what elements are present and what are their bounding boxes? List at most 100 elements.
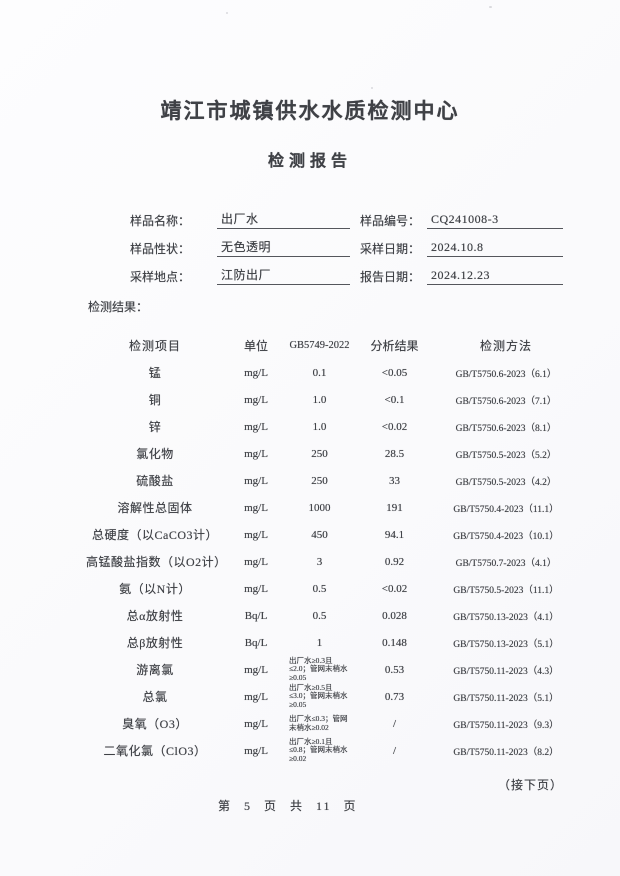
sampling-date-label: 采样日期： xyxy=(360,242,421,256)
sample-state-label: 样品性状： xyxy=(130,242,191,256)
analysis-result: <0.05 xyxy=(381,366,408,379)
sample-name-value: 出厂水 xyxy=(217,210,350,229)
table-row: 锰 mg/L 0.1 <0.05 GB/T5750.6-2023（6.1） xyxy=(85,359,575,386)
method: GB/T5750.6-2023（8.1） xyxy=(455,423,557,434)
analysis-result: 33 xyxy=(389,474,400,487)
sampling-site-label: 采样地点： xyxy=(130,270,191,284)
standard-limit: 1000 xyxy=(308,501,331,514)
unit: mg/L xyxy=(244,555,268,568)
table-row: 高锰酸盐指数（以O2计） mg/L 3 0.92 GB/T5750.7-2023（4.1… xyxy=(85,548,575,575)
analysis-result: 0.92 xyxy=(384,555,405,568)
standard-limit: 出厂水≤0.3；管网末梢水≥0.02 xyxy=(289,714,348,732)
table-row: 锌 mg/L 1.0 <0.02 GB/T5750.6-2023（8.1） xyxy=(85,413,575,440)
item-name: 溶解性总固体 xyxy=(117,501,193,515)
table-row: 总氯 mg/L 出厂水≥0.5且≤3.0；管网末梢水≥0.05 0.73 GB/T575… xyxy=(85,683,575,710)
method: GB/T5750.6-2023（6.1） xyxy=(455,369,557,380)
results-table-body: 锰 mg/L 0.1 <0.05 GB/T5750.6-2023（6.1） 铜 mg/L 1.… xyxy=(85,359,575,764)
analysis-result: 94.1 xyxy=(384,528,405,541)
unit: Bq/L xyxy=(244,636,268,649)
standard-limit: 0.5 xyxy=(312,609,327,622)
info-row: 样品名称： 出厂水 样品编号： CQ241008-3 xyxy=(130,201,564,229)
unit: mg/L xyxy=(244,393,268,406)
item-name: 氨（以N计） xyxy=(119,582,191,596)
method: GB/T5750.6-2023（7.1） xyxy=(455,396,557,407)
standard-limit: 0.5 xyxy=(312,582,327,595)
results-table: 检测项目 单位 GB5749-2022 分析结果 检测方法 锰 mg/L 0.1 <0… xyxy=(85,331,575,764)
analysis-result: 0.028 xyxy=(382,609,407,622)
scan-speckle xyxy=(226,12,228,14)
item-name: 总α放射性 xyxy=(126,609,184,623)
table-row: 总α放射性 Bq/L 0.5 0.028 GB/T5750.13-2023（4.1） xyxy=(85,602,575,629)
table-row: 硫酸盐 mg/L 250 33 GB/T5750.5-2023（4.2） xyxy=(85,467,575,494)
analysis-result: 0.148 xyxy=(382,636,407,649)
header-standard: GB5749-2022 xyxy=(289,339,350,351)
method: GB/T5750.7-2023（4.1） xyxy=(455,558,557,569)
item-name: 二氧化氯（ClO3） xyxy=(103,744,207,758)
scan-speckle xyxy=(489,6,492,8)
standard-limit: 出厂水≥0.5且≤3.0；管网末梢水≥0.05 xyxy=(289,682,348,709)
standard-limit: 出厂水≥0.1且≤0.8；管网末梢水≥0.02 xyxy=(289,736,348,763)
standard-limit: 250 xyxy=(311,474,328,487)
report-date-label: 报告日期： xyxy=(360,270,421,284)
report-date-value: 2024.12.23 xyxy=(427,268,563,285)
unit: mg/L xyxy=(244,744,268,757)
analysis-result: <0.02 xyxy=(381,420,408,433)
item-name: 总硬度（以CaCO3计） xyxy=(91,528,218,542)
unit: mg/L xyxy=(244,582,268,595)
info-row: 采样地点： 江防出厂 报告日期： 2024.12.23 xyxy=(130,257,564,285)
report-title: 靖江市城镇供水水质检测中心 xyxy=(160,99,460,123)
sampling-date-value: 2024.10.8 xyxy=(427,240,563,257)
unit: mg/L xyxy=(244,528,268,541)
table-row: 总β放射性 Bq/L 1 0.148 GB/T5750.13-2023（5.1） xyxy=(85,629,575,656)
item-name: 氯化物 xyxy=(136,447,174,461)
item-name: 锰 xyxy=(148,366,162,380)
header-result: 分析结果 xyxy=(370,338,419,353)
scan-speckle xyxy=(371,87,373,89)
table-row: 铜 mg/L 1.0 <0.1 GB/T5750.6-2023（7.1） xyxy=(85,386,575,413)
table-row: 总硬度（以CaCO3计） mg/L 450 94.1 GB/T5750.4-2023（1… xyxy=(85,521,575,548)
method: GB/T5750.11-2023（5.1） xyxy=(453,693,559,704)
info-row: 样品性状： 无色透明 采样日期： 2024.10.8 xyxy=(130,229,564,257)
analysis-result: / xyxy=(392,717,397,730)
analysis-result: 28.5 xyxy=(384,447,405,460)
sample-no-value: CQ241008-3 xyxy=(427,212,563,229)
method: GB/T5750.11-2023（9.3） xyxy=(453,720,559,731)
item-name: 总氯 xyxy=(142,690,168,704)
unit: mg/L xyxy=(244,366,268,379)
sample-name-label: 样品名称： xyxy=(130,214,191,228)
method: GB/T5750.5-2023（4.2） xyxy=(455,477,557,488)
item-name: 硫酸盐 xyxy=(136,474,174,488)
table-row: 氯化物 mg/L 250 28.5 GB/T5750.5-2023（5.2） xyxy=(85,440,575,467)
analysis-result: 191 xyxy=(386,501,403,514)
table-row: 游离氯 mg/L 出厂水≥0.3且≤2.0；管网末梢水≥0.05 0.53 GB/T57… xyxy=(85,656,575,683)
table-header-row: 检测项目 单位 GB5749-2022 分析结果 检测方法 xyxy=(85,331,575,359)
method: GB/T5750.11-2023（8.2） xyxy=(453,747,559,758)
analysis-result: / xyxy=(392,744,397,757)
sampling-site-value: 江防出厂 xyxy=(217,266,350,285)
method: GB/T5750.13-2023（4.1） xyxy=(453,612,559,623)
method: GB/T5750.5-2023（5.2） xyxy=(455,450,557,461)
report-subtitle: 检测报告 xyxy=(267,153,352,170)
unit: mg/L xyxy=(244,501,268,514)
standard-limit: 1 xyxy=(316,636,323,649)
standard-limit: 0.1 xyxy=(312,366,327,379)
item-name: 锌 xyxy=(148,420,162,434)
item-name: 游离氯 xyxy=(136,663,174,677)
header-method: 检测方法 xyxy=(479,338,532,353)
continue-note: （接下页） xyxy=(497,778,563,792)
method: GB/T5750.4-2023（11.1） xyxy=(453,504,559,515)
method: GB/T5750.13-2023（5.1） xyxy=(453,639,559,650)
table-row: 二氧化氯（ClO3） mg/L 出厂水≥0.1且≤0.8；管网末梢水≥0.02 / GB… xyxy=(85,737,575,764)
item-name: 总β放射性 xyxy=(126,636,184,650)
sample-info-section: 样品名称： 出厂水 样品编号： CQ241008-3 样品性状： 无色透明 采样… xyxy=(130,201,564,285)
unit: mg/L xyxy=(244,690,268,703)
unit: mg/L xyxy=(244,420,268,433)
item-name: 臭氧（O3） xyxy=(122,717,188,731)
method: GB/T5750.4-2023（10.1） xyxy=(453,531,559,542)
method: GB/T5750.11-2023（4.3） xyxy=(453,666,559,677)
standard-limit: 3 xyxy=(316,555,323,568)
sample-state-value: 无色透明 xyxy=(217,238,350,257)
page-number: 第 5 页 共 11 页 xyxy=(218,799,358,813)
unit: Bq/L xyxy=(244,609,268,622)
